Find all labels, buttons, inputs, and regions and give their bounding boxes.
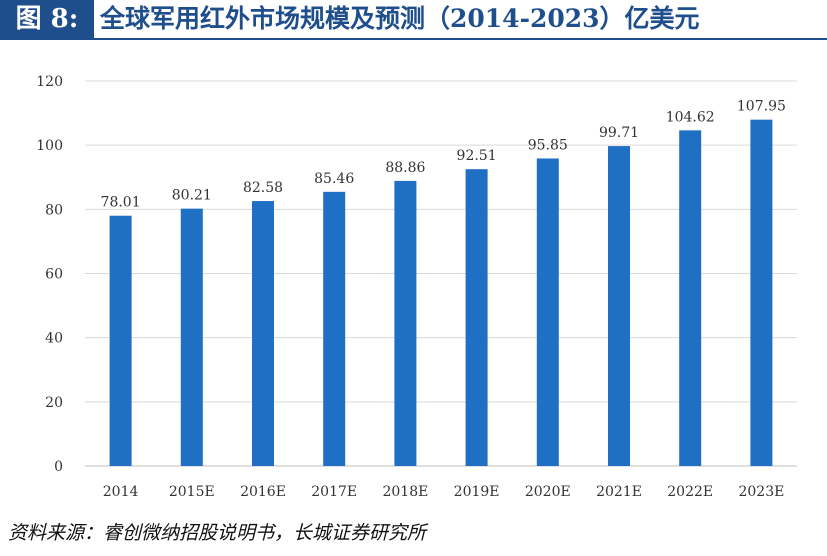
data-label: 80.21 bbox=[172, 188, 212, 204]
y-tick-label: 20 bbox=[45, 395, 63, 411]
x-tick-label: 2020E bbox=[525, 484, 571, 500]
x-tick-label: 2023E bbox=[738, 484, 784, 500]
bar-chart: 0 20 40 60 80 100 120 78.01 2014 80.21 2015E 82.58 2… bbox=[36, 74, 797, 500]
data-label: 99.71 bbox=[599, 125, 639, 141]
figure-number: 图 8: bbox=[0, 0, 94, 38]
data-label: 92.51 bbox=[457, 148, 497, 164]
bar bbox=[252, 201, 274, 466]
bar bbox=[536, 158, 559, 466]
bar bbox=[394, 180, 417, 466]
y-tick-label: 120 bbox=[36, 74, 63, 90]
y-tick-label: 60 bbox=[45, 267, 63, 283]
data-label: 104.62 bbox=[666, 109, 715, 125]
y-tick-label: 40 bbox=[45, 331, 63, 347]
x-tick-label: 2019E bbox=[454, 484, 500, 500]
source-note: 资料来源：睿创微纳招股说明书，长城证券研究所 bbox=[8, 522, 427, 544]
y-tick-label: 100 bbox=[36, 138, 63, 154]
x-tick-label: 2018E bbox=[382, 484, 428, 500]
y-tick-label: 80 bbox=[45, 202, 63, 218]
bar bbox=[323, 191, 346, 466]
x-tick-label: 2017E bbox=[311, 484, 357, 500]
bar bbox=[679, 130, 702, 466]
x-tick-label: 2015E bbox=[169, 484, 215, 500]
x-tick-label: 2014 bbox=[103, 484, 139, 500]
figure-header: 图 8: 全球军用红外市场规模及预测（2014-2023）亿美元 bbox=[0, 0, 827, 40]
bar bbox=[750, 119, 773, 467]
data-label: 78.01 bbox=[101, 195, 141, 211]
bar bbox=[608, 146, 630, 466]
chart-title: 全球军用红外市场规模及预测（2014-2023）亿美元 bbox=[100, 4, 700, 33]
x-tick-label: 2016E bbox=[240, 484, 286, 500]
bar bbox=[109, 215, 132, 466]
bar bbox=[180, 208, 203, 466]
data-label: 82.58 bbox=[243, 180, 283, 196]
data-label: 107.95 bbox=[737, 99, 786, 115]
data-label: 88.86 bbox=[385, 160, 425, 176]
x-tick-label: 2022E bbox=[667, 484, 713, 500]
bar bbox=[465, 169, 488, 466]
data-label: 85.46 bbox=[314, 171, 354, 187]
y-tick-label: 0 bbox=[54, 459, 63, 475]
data-label: 95.85 bbox=[528, 137, 568, 153]
x-tick-label: 2021E bbox=[596, 484, 642, 500]
